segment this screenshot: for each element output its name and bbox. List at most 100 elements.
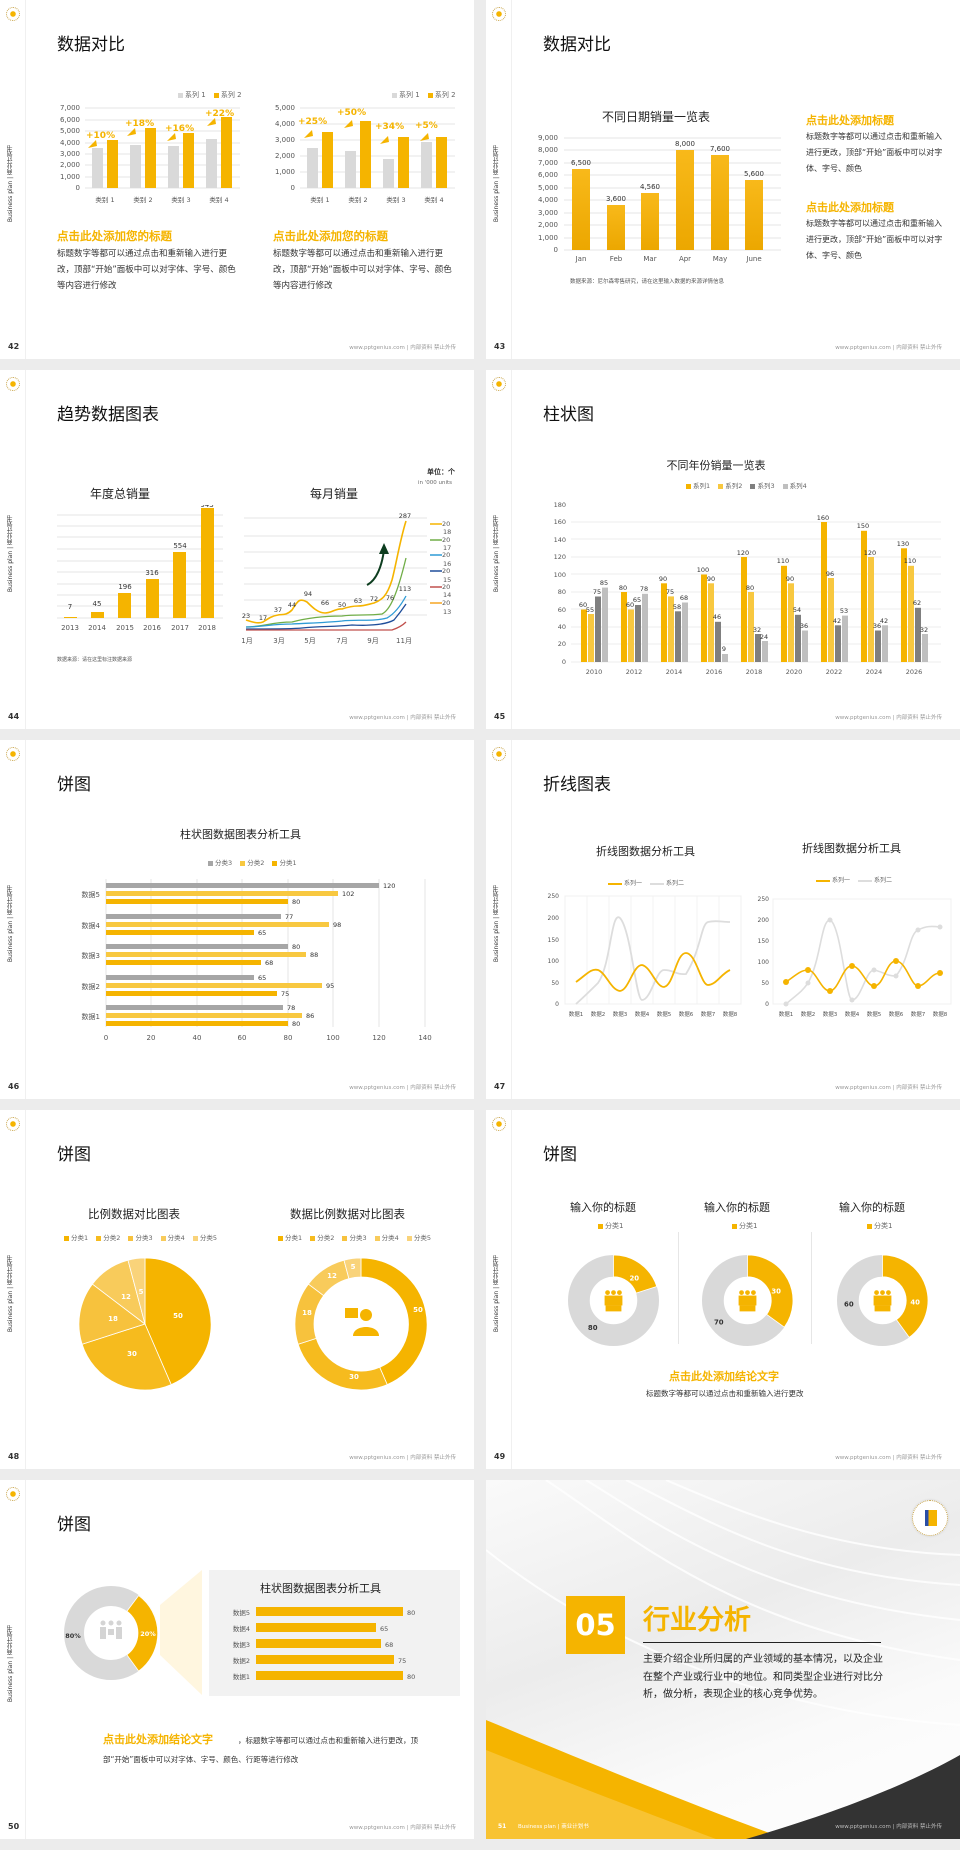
svg-text:75: 75 xyxy=(593,588,601,596)
bar-chart-left: 7,000 6,000 5,000 4,000 3,000 2,000 1,000 0 类别 … xyxy=(60,104,240,204)
svg-text:数据3: 数据3 xyxy=(823,1010,838,1018)
slide-45[interactable]: Business plan | 商业计划书 45 www.pptgenius.c… xyxy=(486,370,960,729)
conclusion-body[interactable]: ，标题数字等都可以通过点击和重新输入进行更改，顶部“开始”面板中可以对字体、字号… xyxy=(103,1736,418,1764)
section-body[interactable]: 标题数字等都可以通过点击和重新输入进行更改，顶部“开始”面板中可以对字体、字号、… xyxy=(57,249,236,291)
side-text: Business plan | 商业计划书 xyxy=(493,1255,500,1333)
chart-title: 折线图数据分析工具 xyxy=(802,842,901,855)
section-body[interactable]: 标题数字等都可以通过点击和重新输入进行更改，顶部“开始”面板中可以对字体、字号、… xyxy=(273,249,452,291)
section-heading[interactable]: 点击此处添加您的标题 xyxy=(273,229,388,243)
slide-title: 饼图 xyxy=(57,1145,91,1165)
svg-text:数据4: 数据4 xyxy=(845,1010,860,1018)
svg-text:2,000: 2,000 xyxy=(538,221,558,229)
slide-42[interactable]: Business plan | 商业计划书 42 www.pptgenius.c… xyxy=(0,0,474,359)
slide-48[interactable]: Business plan | 商业计划书 48 www.pptgenius.c… xyxy=(0,1110,474,1469)
svg-text:12: 12 xyxy=(121,1293,131,1301)
svg-text:数据1: 数据1 xyxy=(82,1012,100,1021)
svg-text:2018: 2018 xyxy=(746,668,763,676)
svg-text:63: 63 xyxy=(354,597,362,605)
svg-text:32: 32 xyxy=(920,626,928,634)
page-number: 44 xyxy=(8,712,20,721)
svg-text:5: 5 xyxy=(351,1263,356,1271)
svg-text:6,000: 6,000 xyxy=(60,116,80,124)
svg-text:9月: 9月 xyxy=(367,637,378,645)
svg-text:7: 7 xyxy=(68,603,72,611)
team-icon xyxy=(873,1290,892,1312)
page-number: 49 xyxy=(494,1452,506,1461)
section-title: 行业分析 xyxy=(643,1605,751,1636)
svg-text:86: 86 xyxy=(306,1012,314,1020)
side-text: Business plan | 商业计划书 xyxy=(493,515,500,593)
legend-swatch xyxy=(178,92,183,98)
svg-text:250: 250 xyxy=(758,896,770,903)
conclusion-heading[interactable]: 点击此处添加结论文字 xyxy=(103,1733,213,1746)
svg-text:2022: 2022 xyxy=(826,668,843,676)
team-icon xyxy=(604,1290,623,1312)
slide-sidebar xyxy=(0,1110,26,1469)
svg-text:160: 160 xyxy=(817,514,829,522)
svg-text:Jan: Jan xyxy=(575,255,587,263)
slide-47[interactable]: Business plan | 商业计划书 47 www.pptgenius.c… xyxy=(486,740,960,1099)
slide-44[interactable]: Business plan | 商业计划书 44 www.pptgenius.c… xyxy=(0,370,474,729)
page-number: 43 xyxy=(494,342,506,351)
page-number: 48 xyxy=(8,1452,20,1461)
section-heading[interactable]: 点击此处添加标题 xyxy=(806,201,894,214)
svg-text:50: 50 xyxy=(173,1312,183,1320)
svg-text:96: 96 xyxy=(826,570,834,578)
svg-text:95: 95 xyxy=(326,982,334,990)
svg-text:75: 75 xyxy=(666,588,674,596)
side-text: Business plan | 商业计划书 xyxy=(7,515,14,593)
svg-text:80: 80 xyxy=(292,1020,300,1028)
svg-text:数据6: 数据6 xyxy=(679,1010,694,1018)
logo-icon xyxy=(492,747,506,761)
conclusion-body[interactable]: 标题数字等都可以通过点击和重新输入进行更改 xyxy=(646,1389,804,1398)
svg-text:75: 75 xyxy=(281,990,289,998)
svg-text:4,560: 4,560 xyxy=(640,183,660,191)
svg-text:196: 196 xyxy=(118,583,132,591)
slide-sidebar xyxy=(0,0,26,359)
svg-text:50: 50 xyxy=(338,601,346,609)
logo-icon xyxy=(492,377,506,391)
slide-46[interactable]: Business plan | 商业计划书 46 www.pptgenius.c… xyxy=(0,740,474,1099)
slide-49[interactable]: Business plan | 商业计划书 49 www.pptgenius.c… xyxy=(486,1110,960,1469)
slide-51[interactable]: 05 行业分析 主要介绍企业所归属的产业领域的基本情况，以及企业在整个产业或行业… xyxy=(486,1480,960,1839)
page-number: 47 xyxy=(494,1082,506,1091)
svg-text:65: 65 xyxy=(633,596,641,604)
svg-text:54: 54 xyxy=(793,606,801,614)
chart-title: 比例数据对比图表 xyxy=(88,1207,180,1221)
background-waves xyxy=(486,1480,960,1839)
svg-text:14: 14 xyxy=(443,591,451,599)
section-body[interactable]: 标题数字等都可以通过点击和重新输入进行更改，顶部“开始”面板中可以对字体、字号、… xyxy=(806,132,943,173)
svg-text:80: 80 xyxy=(558,588,566,596)
chart-legend: 分类1 分类2 分类3 分类4 分类5 xyxy=(278,1232,437,1242)
svg-text:160: 160 xyxy=(554,518,566,526)
side-text: Business plan | 商业计划书 xyxy=(7,145,14,223)
footer-text: www.pptgenius.com | 内部资料 禁止外传 xyxy=(349,345,456,351)
conclusion-heading[interactable]: 点击此处添加结论文字 xyxy=(669,1370,779,1383)
svg-text:80: 80 xyxy=(619,584,627,592)
section-heading[interactable]: 点击此处添加标题 xyxy=(806,114,894,127)
svg-text:数据2: 数据2 xyxy=(233,1656,250,1665)
svg-text:40: 40 xyxy=(558,623,566,631)
svg-text:18: 18 xyxy=(108,1315,118,1323)
svg-text:53: 53 xyxy=(840,607,848,615)
section-heading[interactable]: 点击此处添加您的标题 xyxy=(57,229,172,243)
svg-text:100: 100 xyxy=(697,566,709,574)
footer-text: www.pptgenius.com | 内部资料 禁止外传 xyxy=(349,1085,456,1091)
slide-title: 饼图 xyxy=(57,775,91,795)
svg-text:80%: 80% xyxy=(65,1632,81,1640)
svg-text:37: 37 xyxy=(274,606,282,614)
svg-text:类别 4: 类别 4 xyxy=(424,195,443,204)
footer-text: www.pptgenius.com | 内部资料 禁止外传 xyxy=(835,715,942,721)
svg-text:0: 0 xyxy=(291,184,295,192)
slide-43[interactable]: Business plan | 商业计划书 43 www.pptgenius.c… xyxy=(486,0,960,359)
data-source: 数据来源：请在这里标注数据来源 xyxy=(57,657,133,663)
svg-text:30: 30 xyxy=(771,1288,781,1296)
legend-swatch xyxy=(213,92,219,98)
svg-text:+22%: +22% xyxy=(205,109,234,119)
slide-50[interactable]: Business plan | 商业计划书 50 www.pptgenius.c… xyxy=(0,1480,474,1839)
line-chart-right: 250 200 150 100 50 0 数据1 数据2 数据3 数据4 数据5 数据6 数据7 数据8 xyxy=(758,896,952,1018)
svg-text:数据8: 数据8 xyxy=(723,1010,738,1018)
chart-title: 数据比例数据对比图表 xyxy=(290,1207,405,1221)
section-body[interactable]: 标题数字等都可以通过点击和重新输入进行更改，顶部“开始”面板中可以对字体、字号、… xyxy=(806,219,943,260)
divider xyxy=(678,1232,679,1344)
